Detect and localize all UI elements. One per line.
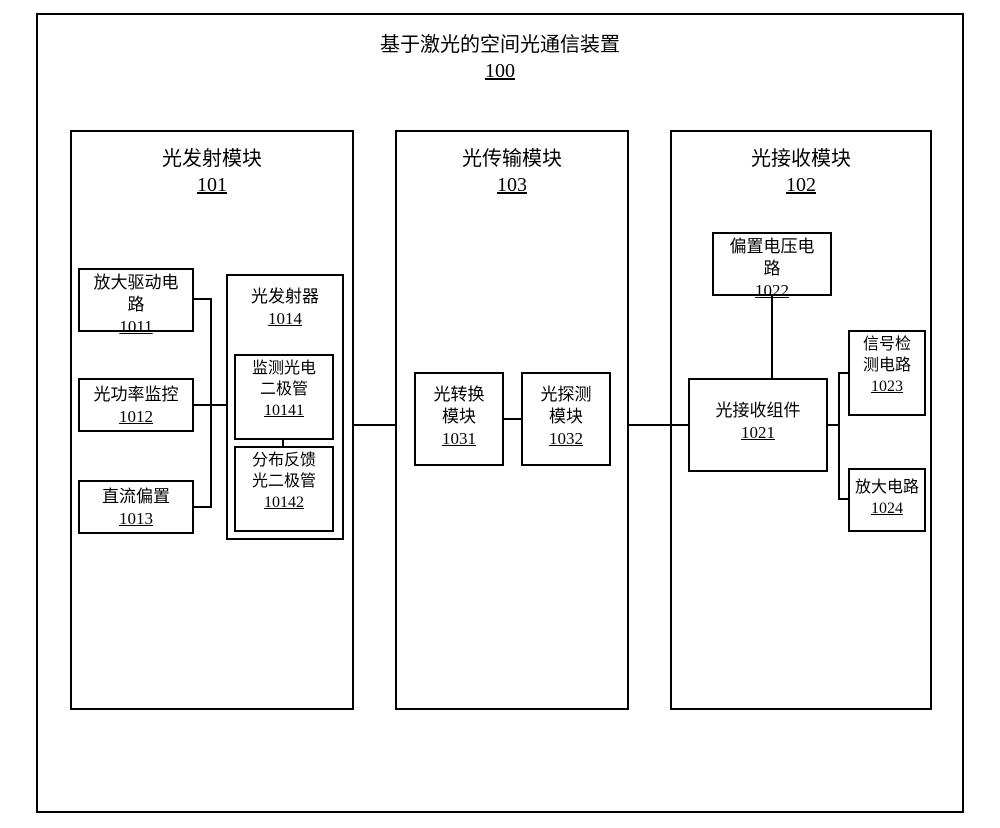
node-1024-label: 放大电路 [855, 478, 919, 499]
node-1024: 放大电路 1024 [848, 468, 926, 532]
node-1013-label: 直流偏置 [102, 486, 170, 508]
node-1023-label: 信号检测电路 [863, 335, 911, 377]
node-10141-label: 监测光电二极管 [252, 359, 316, 401]
node-10141: 监测光电二极管 10141 [234, 354, 334, 440]
node-1011-label: 放大驱动电路 [94, 272, 179, 316]
node-1011-num: 1011 [119, 316, 152, 338]
node-1021: 光接收组件 1021 [688, 378, 828, 472]
node-1014-label: 光发射器 [251, 286, 319, 308]
edge-1022-1021 [771, 296, 773, 378]
node-1023-num: 1023 [871, 377, 903, 398]
main-title-num: 100 [0, 58, 1000, 84]
module-102-num: 102 [786, 172, 816, 198]
module-103-num: 103 [497, 172, 527, 198]
main-title: 基于激光的空间光通信装置 100 [0, 32, 1000, 84]
edge-bus102-1023 [840, 372, 848, 374]
node-1012: 光功率监控 1012 [78, 378, 194, 432]
node-1012-label: 光功率监控 [94, 384, 179, 406]
edge-bus102-1024 [840, 498, 848, 500]
node-1031-label: 光转换模块 [434, 384, 485, 428]
node-1023: 信号检测电路 1023 [848, 330, 926, 416]
node-1013: 直流偏置 1013 [78, 480, 194, 534]
node-1032: 光探测模块 1032 [521, 372, 611, 466]
module-103-label: 光传输模块 [462, 146, 562, 172]
edge-103-102 [629, 424, 670, 426]
edge-bus102-v [838, 372, 840, 500]
node-1012-num: 1012 [119, 406, 153, 428]
node-1014-num: 1014 [268, 308, 302, 330]
node-10142-num: 10142 [264, 493, 304, 514]
node-1013-num: 1013 [119, 508, 153, 530]
edge-10141-10142 [282, 440, 284, 446]
node-1032-num: 1032 [549, 428, 583, 450]
node-10141-num: 10141 [264, 401, 304, 422]
module-101-num: 101 [197, 172, 227, 198]
node-1022: 偏置电压电路 1022 [712, 232, 832, 296]
main-title-label: 基于激光的空间光通信装置 [0, 32, 1000, 58]
edge-bus101-v [210, 298, 212, 508]
node-1011: 放大驱动电路 1011 [78, 268, 194, 332]
node-10142-label: 分布反馈光二极管 [252, 451, 316, 493]
edge-bus-1014 [212, 404, 226, 406]
node-1022-label: 偏置电压电路 [730, 236, 815, 280]
edge-101-103 [354, 424, 395, 426]
node-1024-num: 1024 [871, 499, 903, 520]
node-1031: 光转换模块 1031 [414, 372, 504, 466]
node-1032-label: 光探测模块 [541, 384, 592, 428]
module-102-label: 光接收模块 [751, 146, 851, 172]
node-1021-num: 1021 [741, 422, 775, 444]
edge-1031-1032 [504, 418, 521, 420]
node-10142: 分布反馈光二极管 10142 [234, 446, 334, 532]
module-101-label: 光发射模块 [162, 146, 262, 172]
edge-102-1021 [670, 424, 688, 426]
node-1031-num: 1031 [442, 428, 476, 450]
node-1021-label: 光接收组件 [716, 400, 801, 422]
